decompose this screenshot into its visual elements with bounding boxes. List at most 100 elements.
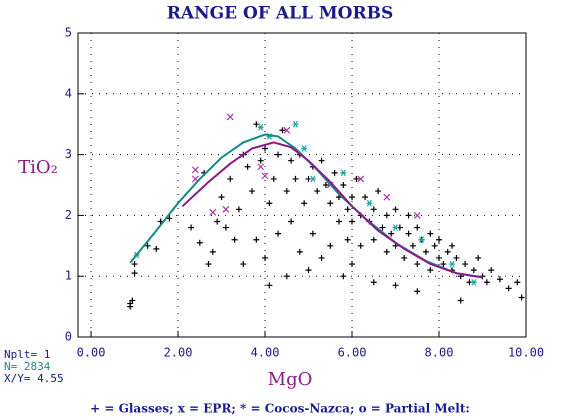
data-point [301,200,308,207]
data-point [413,211,421,219]
data-point [449,242,456,249]
annotation: Nplt= 1 [4,348,50,361]
data-point [283,126,291,134]
data-point [335,218,342,225]
data-point [518,294,525,301]
data-point [166,215,173,222]
data-point [226,113,234,121]
data-point [383,212,390,219]
y-tick-label: 2 [65,208,72,222]
data-point [275,151,282,158]
y-tick-label: 3 [65,147,72,161]
data-point [370,206,377,213]
chart-title: RANGE OF ALL MORBS [167,4,393,24]
data-point [379,224,386,231]
data-point [392,224,399,231]
data-point [357,175,365,183]
data-point [192,166,199,174]
data-point [344,236,351,243]
data-point [227,175,234,182]
data-point [131,261,138,268]
data-point [222,224,229,231]
data-point [453,254,460,261]
data-point [366,199,373,207]
data-point [144,242,151,249]
data-point [436,236,443,243]
y-axis-label: TiO₂ [18,157,58,178]
data-point [427,230,434,237]
data-point [505,285,512,292]
data-point [383,193,391,201]
trend-line [181,141,483,279]
data-point [409,242,416,249]
data-point [340,273,347,280]
data-point [266,200,273,207]
data-point [283,273,290,280]
data-point [129,297,136,304]
data-point [483,279,490,286]
data-point [475,254,482,261]
data-point [253,121,260,128]
data-point [405,230,412,237]
data-point [257,157,264,164]
data-point [275,230,282,237]
data-point [209,208,217,216]
data-point [331,169,338,176]
data-point [257,123,264,131]
data-point [440,261,447,268]
data-point [296,248,303,255]
data-point [292,175,299,182]
data-point [514,279,521,286]
data-point [418,236,425,244]
data-point [231,236,238,243]
data-point [309,230,316,237]
data-point [266,282,273,289]
x-tick-label: 4.00 [251,346,280,360]
data-point [240,261,247,268]
data-point [262,254,269,261]
data-point [288,157,295,164]
data-point [327,242,334,249]
plot-frame [77,32,527,338]
data-point [436,254,443,261]
y-tick-label: 0 [65,330,72,344]
x-tick-label: 10.00 [508,346,544,360]
data-point [344,206,351,213]
data-point [218,194,225,201]
data-point [383,248,390,255]
data-point [470,278,477,286]
data-point [262,145,269,152]
data-point [309,175,316,183]
data-point [196,239,203,246]
data-point [496,276,503,283]
data-point [375,188,382,195]
data-point [444,248,451,255]
data-point [362,194,369,201]
data-point [188,224,195,231]
data-point [401,254,408,261]
data-point [431,242,438,249]
data-point [414,261,421,268]
data-point [457,297,464,304]
data-point [370,236,377,243]
annotation: N= 2834 [4,360,51,373]
data-point [349,194,356,201]
data-point [261,172,269,180]
data-point [370,279,377,286]
data-point [392,282,399,289]
data-point [470,267,477,274]
data-point [292,120,299,128]
y-tick-label: 5 [65,26,72,40]
data-point [153,245,160,252]
x-tick-label: 6.00 [338,346,367,360]
data-point [353,175,360,182]
data-point [270,175,277,182]
data-point [279,127,286,134]
x-tick-label: 0.00 [77,346,106,360]
data-point [322,182,329,188]
data-point [222,205,230,213]
data-point [340,182,347,188]
annotation: X/Y= 4.55 [4,372,64,385]
data-point [327,200,334,207]
